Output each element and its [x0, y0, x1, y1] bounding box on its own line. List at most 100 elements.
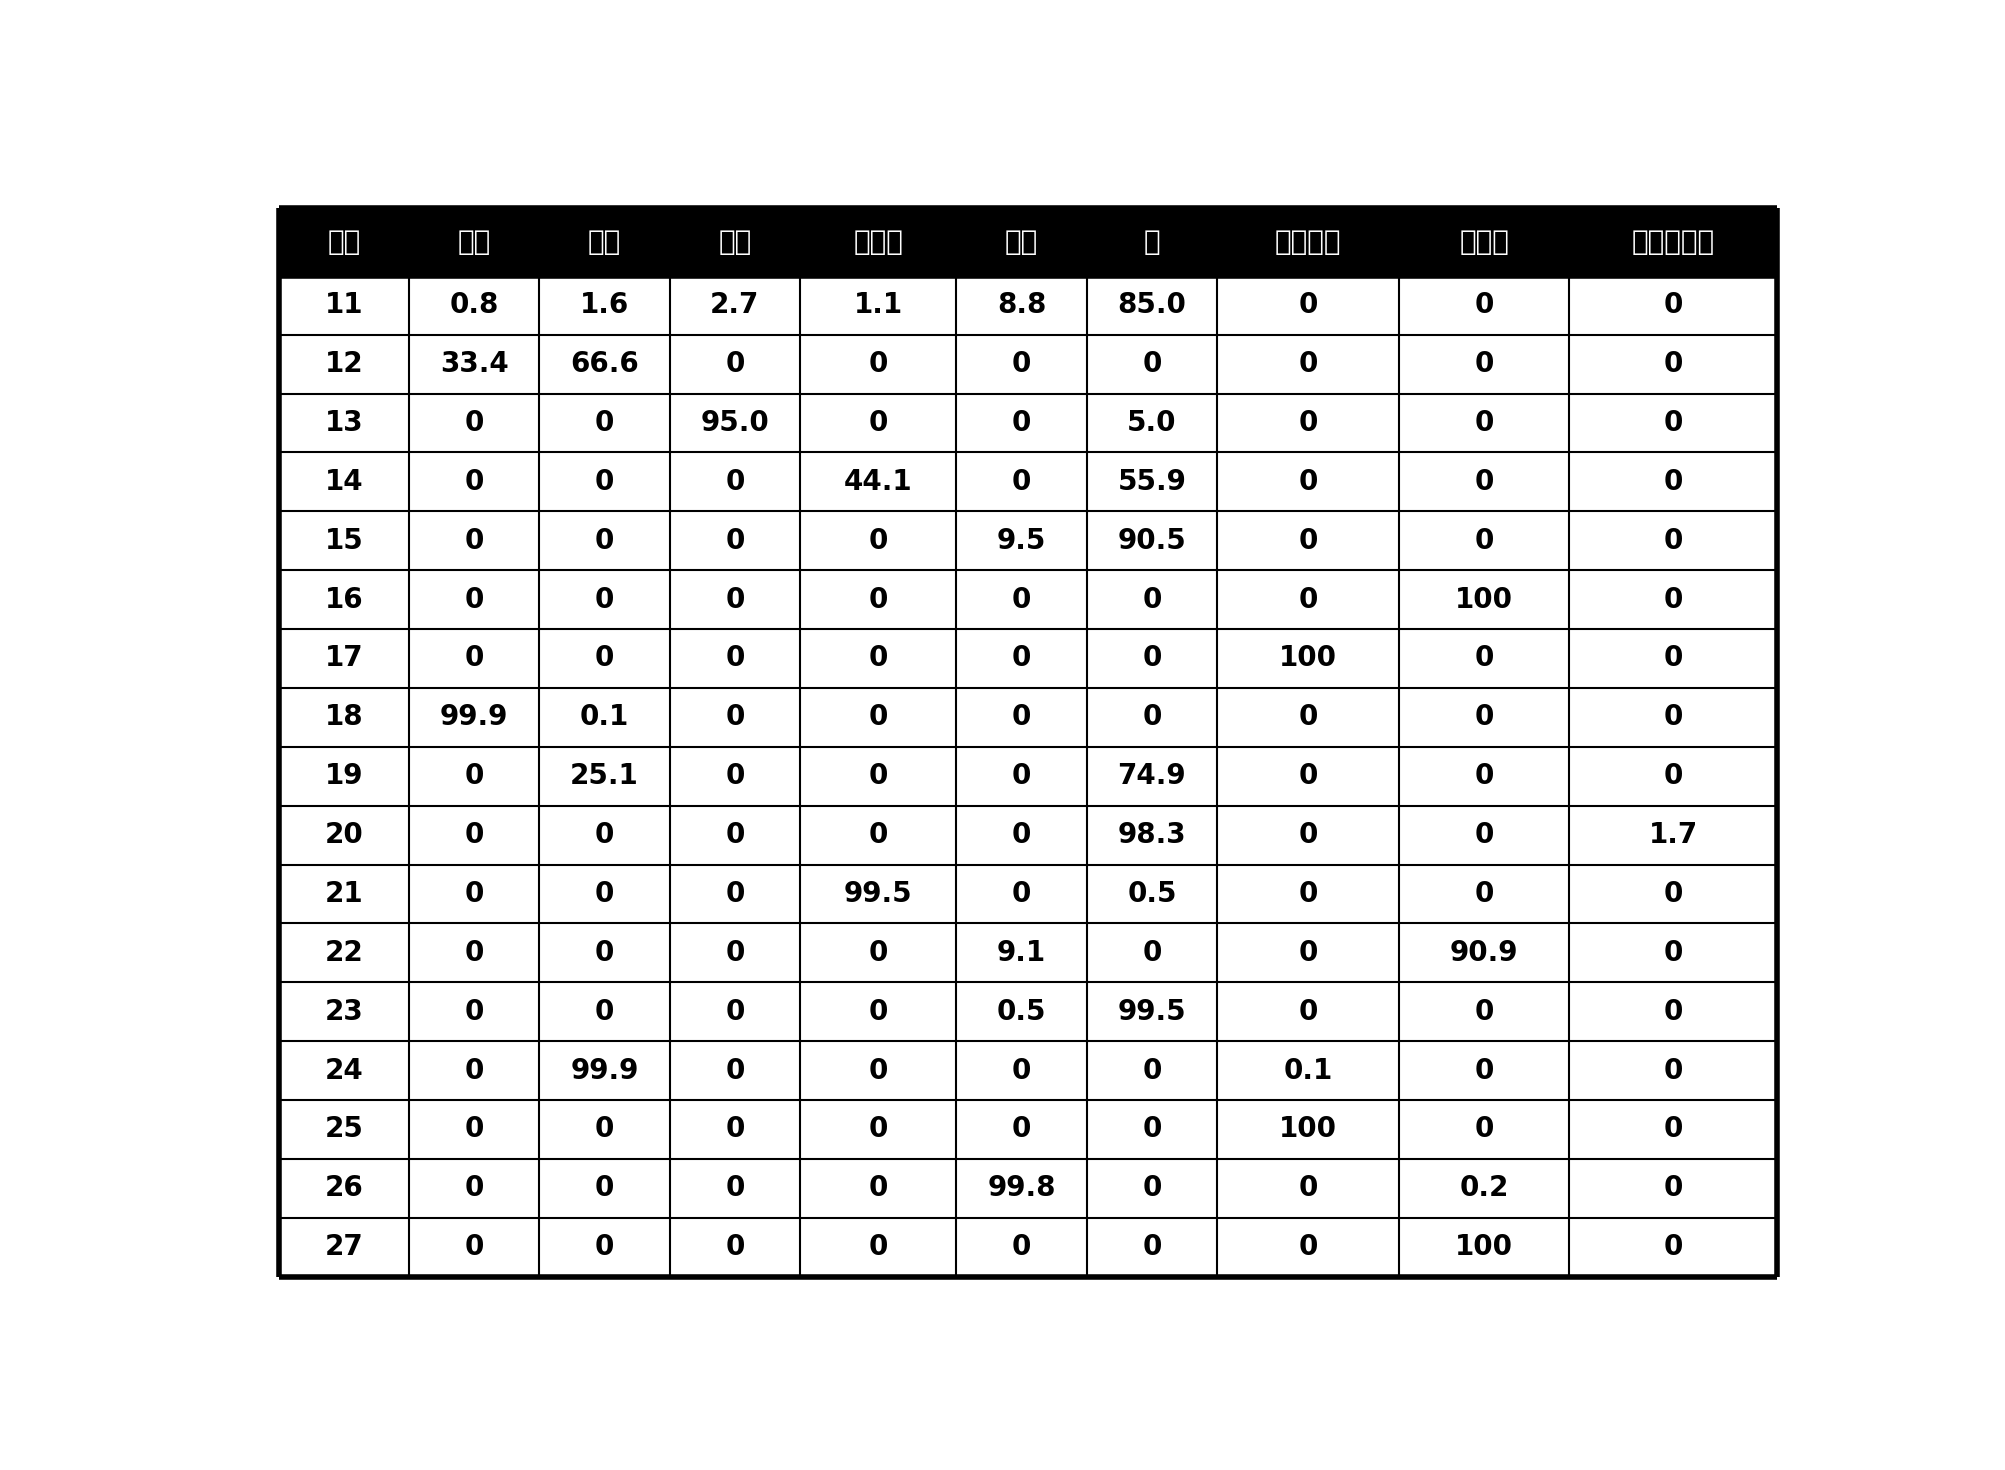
Text: 9.5: 9.5: [996, 526, 1047, 554]
Text: 0: 0: [724, 881, 744, 908]
Text: 叔丁胺: 叔丁胺: [1458, 228, 1508, 256]
Bar: [1217, 1217, 1399, 1276]
Text: 0: 0: [1011, 763, 1031, 791]
Bar: [1568, 1041, 1776, 1100]
Text: 0: 0: [1474, 822, 1494, 850]
Text: 21: 21: [325, 881, 363, 908]
Bar: [279, 335, 409, 394]
Bar: [1087, 209, 1217, 276]
Text: 0: 0: [595, 585, 614, 613]
Text: 乙醇: 乙醇: [718, 228, 752, 256]
Bar: [670, 453, 800, 512]
Text: 0: 0: [1297, 291, 1317, 319]
Bar: [1217, 512, 1399, 570]
Bar: [1399, 276, 1568, 335]
Bar: [956, 394, 1087, 453]
Bar: [1217, 570, 1399, 629]
Text: 0: 0: [465, 1116, 483, 1144]
Text: 95.0: 95.0: [700, 409, 768, 437]
Bar: [1217, 629, 1399, 688]
Text: 0: 0: [465, 1175, 483, 1202]
Text: 0: 0: [595, 822, 614, 850]
Text: 0: 0: [724, 703, 744, 732]
Text: 0: 0: [595, 644, 614, 672]
Text: 0: 0: [1662, 939, 1682, 967]
Bar: [1399, 747, 1568, 806]
Text: 0: 0: [1474, 881, 1494, 908]
Text: 0: 0: [868, 998, 888, 1026]
Bar: [956, 335, 1087, 394]
Text: 0: 0: [724, 350, 744, 378]
Bar: [409, 335, 539, 394]
Text: 44.1: 44.1: [844, 467, 912, 495]
Bar: [279, 629, 409, 688]
Bar: [1399, 1158, 1568, 1217]
Text: 0: 0: [868, 1233, 888, 1261]
Bar: [800, 1158, 956, 1217]
Text: 100: 100: [1279, 644, 1337, 672]
Text: 26: 26: [325, 1175, 363, 1202]
Text: 19: 19: [325, 763, 363, 791]
Text: 0: 0: [1011, 1233, 1031, 1261]
Bar: [1087, 923, 1217, 982]
Text: 0: 0: [1297, 939, 1317, 967]
Text: 0: 0: [724, 763, 744, 791]
Text: 物流: 物流: [327, 228, 361, 256]
Text: 0: 0: [1011, 1057, 1031, 1085]
Text: 0: 0: [465, 998, 483, 1026]
Bar: [1087, 276, 1217, 335]
Text: 1.1: 1.1: [854, 291, 902, 319]
Text: 0: 0: [868, 350, 888, 378]
Text: 0: 0: [465, 1057, 483, 1085]
Text: 0: 0: [724, 1057, 744, 1085]
Text: 0: 0: [595, 1233, 614, 1261]
Text: 0: 0: [1662, 881, 1682, 908]
Text: 25.1: 25.1: [569, 763, 638, 791]
Text: 0: 0: [1011, 644, 1031, 672]
Bar: [409, 1158, 539, 1217]
Bar: [1568, 335, 1776, 394]
Bar: [1217, 864, 1399, 923]
Text: 99.9: 99.9: [439, 703, 507, 732]
Bar: [1399, 982, 1568, 1041]
Text: 0: 0: [595, 1175, 614, 1202]
Text: 单乙醇胺: 单乙醇胺: [1275, 228, 1341, 256]
Bar: [1568, 276, 1776, 335]
Bar: [1217, 1041, 1399, 1100]
Bar: [1087, 1158, 1217, 1217]
Bar: [956, 570, 1087, 629]
Text: 0: 0: [868, 763, 888, 791]
Text: 0: 0: [1662, 1233, 1682, 1261]
Bar: [670, 629, 800, 688]
Bar: [539, 512, 670, 570]
Text: 0: 0: [1474, 763, 1494, 791]
Bar: [670, 864, 800, 923]
Text: 0: 0: [1141, 1057, 1161, 1085]
Text: 0: 0: [1011, 409, 1031, 437]
Text: 0: 0: [1141, 1175, 1161, 1202]
Bar: [279, 864, 409, 923]
Bar: [800, 982, 956, 1041]
Bar: [1217, 1158, 1399, 1217]
Text: 0: 0: [1297, 703, 1317, 732]
Bar: [539, 747, 670, 806]
Bar: [409, 1100, 539, 1158]
Text: 0: 0: [1474, 1116, 1494, 1144]
Bar: [539, 688, 670, 747]
Bar: [1568, 209, 1776, 276]
Text: 0.2: 0.2: [1460, 1175, 1508, 1202]
Bar: [1399, 453, 1568, 512]
Text: 20: 20: [325, 822, 363, 850]
Text: 0: 0: [465, 939, 483, 967]
Text: 0: 0: [1662, 703, 1682, 732]
Text: 0: 0: [595, 939, 614, 967]
Text: 0: 0: [1474, 350, 1494, 378]
Text: 0: 0: [595, 409, 614, 437]
Bar: [800, 453, 956, 512]
Bar: [279, 394, 409, 453]
Text: 22: 22: [325, 939, 363, 967]
Bar: [956, 453, 1087, 512]
Text: 0: 0: [1297, 409, 1317, 437]
Bar: [1399, 209, 1568, 276]
Bar: [670, 1217, 800, 1276]
